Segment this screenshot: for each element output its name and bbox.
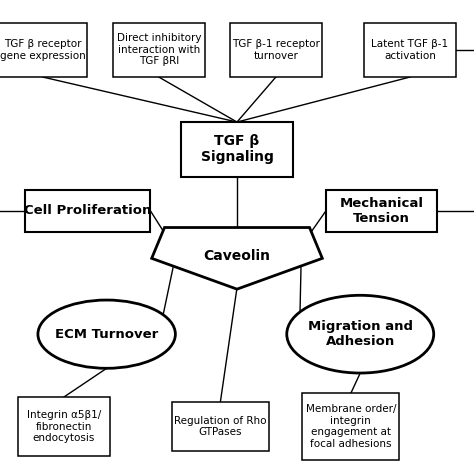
FancyBboxPatch shape [172,402,269,451]
FancyBboxPatch shape [302,393,399,460]
FancyBboxPatch shape [25,190,151,232]
Text: ECM Turnover: ECM Turnover [55,328,158,341]
Text: TGF β
Signaling: TGF β Signaling [201,134,273,164]
FancyBboxPatch shape [181,122,292,177]
Ellipse shape [38,300,175,368]
Text: Direct inhibitory
interaction with
TGF βRI: Direct inhibitory interaction with TGF β… [117,33,201,66]
Polygon shape [152,228,322,289]
FancyBboxPatch shape [0,23,86,77]
FancyBboxPatch shape [18,397,110,456]
Text: Caveolin: Caveolin [203,249,271,263]
Text: Membrane order/
integrin
engagement at
focal adhesions: Membrane order/ integrin engagement at f… [306,404,396,449]
Text: Cell Proliferation: Cell Proliferation [24,204,151,218]
Text: Mechanical
Tension: Mechanical Tension [339,197,424,225]
Text: TGF β-1 receptor
turnover: TGF β-1 receptor turnover [232,39,320,61]
FancyBboxPatch shape [113,23,205,77]
FancyBboxPatch shape [326,190,437,232]
Text: Migration and
Adhesion: Migration and Adhesion [308,320,413,348]
FancyBboxPatch shape [229,23,322,77]
Text: Latent TGF β-1
activation: Latent TGF β-1 activation [372,39,448,61]
Text: TGF β receptor
gene expression: TGF β receptor gene expression [0,39,85,61]
Text: Regulation of Rho
GTPases: Regulation of Rho GTPases [174,416,267,438]
Text: Integrin α5β1/
fibronectin
endocytosis: Integrin α5β1/ fibronectin endocytosis [27,410,101,443]
Ellipse shape [287,295,434,373]
FancyBboxPatch shape [364,23,456,77]
